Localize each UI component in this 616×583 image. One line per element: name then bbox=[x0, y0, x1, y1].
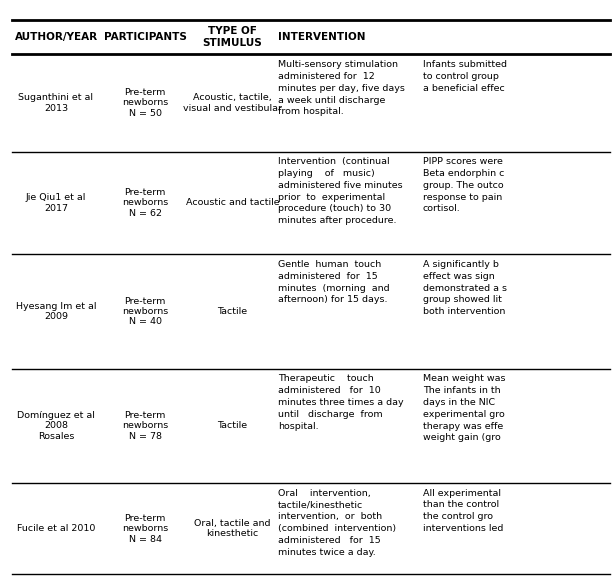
Text: AUTHOR/YEAR: AUTHOR/YEAR bbox=[15, 32, 99, 42]
Text: Gentle  human  touch
administered  for  15
minutes  (morning  and
afternoon) for: Gentle human touch administered for 15 m… bbox=[278, 260, 389, 304]
Text: Domínguez et al
2008
Rosales: Domínguez et al 2008 Rosales bbox=[17, 411, 95, 441]
Text: Multi-sensory stimulation
administered for  12
minutes per day, five days
a week: Multi-sensory stimulation administered f… bbox=[278, 60, 405, 116]
Text: Pre-term
newborns
N = 50: Pre-term newborns N = 50 bbox=[122, 88, 168, 118]
Text: PARTICIPANTS: PARTICIPANTS bbox=[103, 32, 187, 42]
Text: Fucile et al 2010: Fucile et al 2010 bbox=[17, 524, 95, 533]
Text: A significantly b
effect was sign
demonstrated a s
group showed lit
both interve: A significantly b effect was sign demons… bbox=[423, 260, 507, 316]
Text: Acoustic, tactile,
visual and vestibular: Acoustic, tactile, visual and vestibular bbox=[183, 93, 282, 113]
Text: All experimental
than the control
the control gro
interventions led: All experimental than the control the co… bbox=[423, 489, 503, 533]
Text: Pre-term
newborns
N = 40: Pre-term newborns N = 40 bbox=[122, 297, 168, 326]
Text: Therapeutic    touch
administered   for  10
minutes three times a day
until   di: Therapeutic touch administered for 10 mi… bbox=[278, 374, 403, 430]
Text: Jie Qiu1 et al
2017: Jie Qiu1 et al 2017 bbox=[26, 193, 86, 213]
Text: Infants submitted
to control group
a beneficial effec: Infants submitted to control group a ben… bbox=[423, 60, 507, 93]
Text: Hyesang Im et al
2009: Hyesang Im et al 2009 bbox=[16, 302, 96, 321]
Text: Pre-term
newborns
N = 78: Pre-term newborns N = 78 bbox=[122, 411, 168, 441]
Text: Mean weight was
The infants in th
days in the NIC
experimental gro
therapy was e: Mean weight was The infants in th days i… bbox=[423, 374, 505, 442]
Text: Oral    intervention,
tactile/kinesthetic
intervention,  or  both
(combined  int: Oral intervention, tactile/kinesthetic i… bbox=[278, 489, 396, 557]
Text: INTERVENTION: INTERVENTION bbox=[278, 32, 365, 42]
Text: Oral, tactile and
kinesthetic: Oral, tactile and kinesthetic bbox=[194, 519, 271, 538]
Text: Suganthini et al
2013: Suganthini et al 2013 bbox=[18, 93, 94, 113]
Text: Pre-term
newborns
N = 84: Pre-term newborns N = 84 bbox=[122, 514, 168, 543]
Text: Pre-term
newborns
N = 62: Pre-term newborns N = 62 bbox=[122, 188, 168, 218]
Text: Intervention  (continual
playing    of   music)
administered five minutes
prior : Intervention (continual playing of music… bbox=[278, 157, 402, 225]
Text: Acoustic and tactile: Acoustic and tactile bbox=[186, 198, 279, 208]
Text: Tactile: Tactile bbox=[217, 422, 248, 430]
Text: TYPE OF
STIMULUS: TYPE OF STIMULUS bbox=[203, 26, 262, 48]
Text: PIPP scores were
Beta endorphin c
group. The outco
response to pain
cortisol.: PIPP scores were Beta endorphin c group.… bbox=[423, 157, 504, 213]
Text: Tactile: Tactile bbox=[217, 307, 248, 316]
